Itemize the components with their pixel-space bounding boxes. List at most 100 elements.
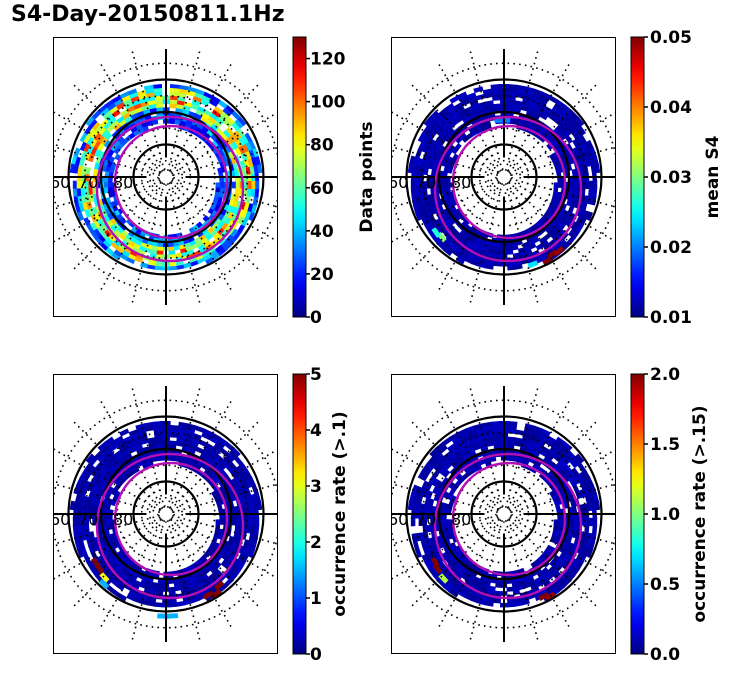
heatmap-bin xyxy=(168,456,175,462)
heatmap-bin xyxy=(110,499,117,507)
colorbar-gradient xyxy=(292,373,307,655)
colorbar-tick-label: 0.05 xyxy=(650,28,692,48)
heatmap-bin xyxy=(592,180,598,190)
heatmap-hotspot xyxy=(553,245,565,257)
colorbar-tick-label: 0.5 xyxy=(650,575,680,595)
colorbar-tick-label: 1.5 xyxy=(650,435,680,455)
heatmap-bin xyxy=(104,518,109,526)
latitude-label: 70 xyxy=(416,173,436,192)
latitude-labels: 60 70 80 xyxy=(50,510,133,529)
grid-lines xyxy=(53,386,278,642)
heatmap-bin xyxy=(231,181,236,189)
heatmap-bin xyxy=(244,195,251,204)
auroral-oval-poleward xyxy=(113,124,229,240)
heatmap-bin xyxy=(214,528,220,535)
heatmap-bin xyxy=(442,181,447,189)
colorbar-tick-label: 1.0 xyxy=(650,505,680,525)
heatmap-bin xyxy=(154,602,163,608)
heatmap-bin xyxy=(552,191,558,198)
heatmap-bin xyxy=(573,518,578,526)
heatmap-bin xyxy=(151,581,159,588)
grid-lines xyxy=(53,49,278,305)
colorbar-tick-label: 0.0 xyxy=(650,645,680,665)
auroral-oval-equatorward xyxy=(433,452,583,600)
axes-frame xyxy=(53,374,278,654)
latitude-label: 70 xyxy=(78,510,98,529)
dotted-lat-circle xyxy=(157,505,175,523)
colorbar-occurrence-rate-01: 0 1 2 3 4 5 occurrence rate (>.1) xyxy=(292,365,350,665)
dotted-lat-circle xyxy=(148,159,184,195)
latitude-label: 80 xyxy=(113,510,133,529)
heatmap-bin xyxy=(591,525,598,535)
heatmap-bin xyxy=(513,441,522,447)
heatmap-bin xyxy=(410,517,416,527)
heatmap-hotspot xyxy=(99,572,110,583)
heatmap-bin xyxy=(194,425,205,433)
dotted-lat-circle xyxy=(486,496,522,532)
heatmap-bin xyxy=(588,188,594,197)
latitude-labels: 60 70 80 xyxy=(53,173,133,192)
heatmap-bin xyxy=(235,518,240,526)
latitude-labels: 60 70 80 xyxy=(388,510,471,529)
heatmap-bin xyxy=(588,180,594,190)
heatmap-bin xyxy=(511,119,519,126)
grid-lines xyxy=(391,49,616,305)
axes-frame xyxy=(53,37,278,317)
figure-title: S4-Day-20150811.1Hz xyxy=(11,2,285,27)
heatmap-bin xyxy=(215,519,221,525)
heatmap-bin xyxy=(254,180,260,190)
heatmap-bin xyxy=(553,182,559,188)
heatmap-bin xyxy=(254,517,260,527)
latitude-label: 80 xyxy=(113,173,133,192)
colorbar-gradient xyxy=(292,36,307,318)
colorbar-tick-label: 1 xyxy=(310,589,322,609)
latitude-label: 60 xyxy=(388,510,408,529)
colorbar-tick-label: 40 xyxy=(310,222,334,242)
heatmap-bin xyxy=(72,517,78,527)
heatmap-bin xyxy=(119,428,130,437)
colorbar-tick-label: 120 xyxy=(310,50,346,70)
latitude-label: 80 xyxy=(451,173,471,192)
colorbar-tick-label: 0.03 xyxy=(650,168,692,188)
auroral-oval-equatorward xyxy=(433,115,583,263)
heatmap-hotspot xyxy=(527,260,539,269)
dotted-lat-circle xyxy=(495,505,513,523)
panel-occurrence-rate-015: 60 70 80 0.0 0.5 1.0 1.5 2.0 occurrence rate (>.… xyxy=(388,365,710,665)
panel-mean-s4: 60 70 80 0.01 0.02 0.03 0.04 0.05 mean S4 xyxy=(391,28,723,328)
heatmap-bin xyxy=(107,514,113,520)
heatmap-bin xyxy=(176,600,185,607)
heatmap-bin xyxy=(412,540,420,551)
dotted-lat-circle xyxy=(148,496,184,532)
heatmap-bin xyxy=(114,153,121,161)
heatmap-bin xyxy=(569,518,574,526)
heatmap-hotspot xyxy=(544,591,557,602)
colorbar-tick-label: 0.02 xyxy=(650,238,692,258)
colorbar-tick-label: 60 xyxy=(310,179,334,199)
heatmap-bin xyxy=(549,153,556,161)
plot-area: 60 70 80 xyxy=(391,49,616,305)
heatmap-bin xyxy=(104,181,109,189)
heatmap-bin xyxy=(592,517,598,527)
heatmap-bin xyxy=(445,177,451,183)
auroral-oval-poleward xyxy=(451,461,567,577)
heatmap-bin xyxy=(584,180,590,190)
heatmap-hotspot xyxy=(167,613,179,619)
heatmap-bin xyxy=(107,182,113,188)
heatmap-bin xyxy=(557,514,563,520)
plot-area: 60 70 80 xyxy=(53,49,278,305)
heatmap-bin xyxy=(219,182,225,188)
heatmap-bin xyxy=(217,167,223,174)
colorbar-label: occurrence rate (>.1) xyxy=(330,411,350,616)
latitude-label: 70 xyxy=(78,173,98,192)
colorbar-gradient xyxy=(630,373,645,655)
heatmap-bin xyxy=(157,456,164,462)
latitude-label: 60 xyxy=(50,510,70,529)
colorbar-tick-label: 80 xyxy=(310,136,334,156)
colorbar-tick-label: 0 xyxy=(310,308,322,328)
colorbar-label: Data points xyxy=(357,121,377,232)
heatmap-bin xyxy=(557,182,563,188)
heatmap-bin xyxy=(553,523,559,530)
colorbar-tick-label: 4 xyxy=(310,421,322,441)
colorbar-occurrence-rate-015: 0.0 0.5 1.0 1.5 2.0 occurrence rate (>.15) xyxy=(630,365,710,665)
